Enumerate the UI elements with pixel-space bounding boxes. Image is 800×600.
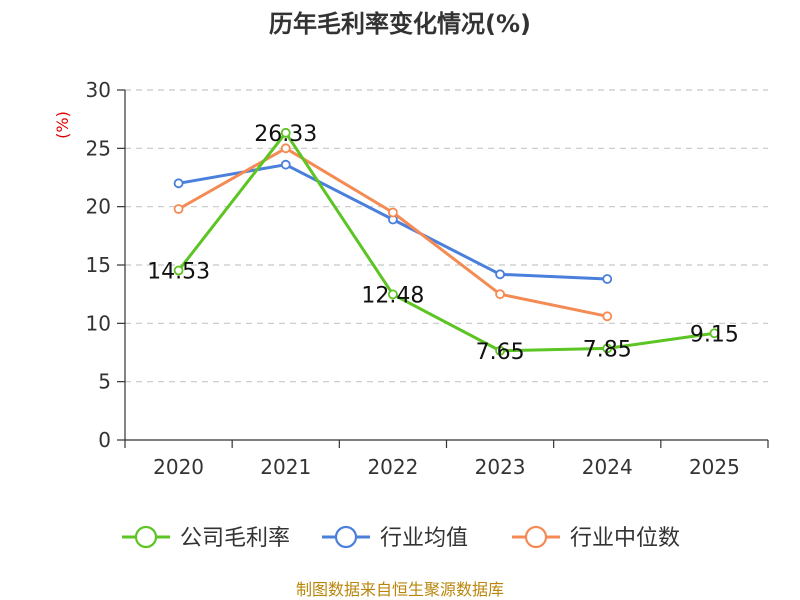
data-point[interactable] [602,311,613,322]
data-label: 7.65 [476,340,525,365]
data-point[interactable] [280,143,291,154]
data-point[interactable] [495,289,505,300]
series-lines [173,127,720,356]
data-point[interactable] [495,345,505,356]
data-point[interactable] [280,127,291,138]
data-point[interactable] [173,204,184,214]
x-tick-label: 2023 [475,455,526,479]
data-point[interactable] [602,343,613,354]
x-tick-label: 2020 [153,455,204,479]
data-point[interactable] [388,289,398,300]
series-company-margin [173,127,720,356]
legend-item[interactable]: 行业均值 [322,525,468,551]
y-tick-label: 30 [86,78,111,102]
legend-marker [334,525,358,549]
data-label: 12.48 [361,283,424,308]
data-label: 26.33 [254,122,317,147]
data-point[interactable] [388,207,398,218]
y-tick-label: 0 [98,428,111,452]
y-tick-label: 20 [86,195,111,219]
chart-title: 历年毛利率变化情况(%) [269,10,531,38]
series-industry-median [173,143,613,322]
y-tick-label: 5 [98,370,111,394]
y-tick-label: 10 [86,311,111,335]
legend-item[interactable]: 行业中位数 [512,525,680,551]
legend-marker [524,525,548,549]
legend-label: 行业均值 [380,526,468,551]
x-tick-label: 2024 [582,455,633,479]
data-point[interactable] [280,159,291,170]
data-label: 14.53 [147,259,210,284]
x-tick-label: 2021 [260,455,311,479]
y-tick-label: 25 [86,136,111,160]
legend-item[interactable]: 公司毛利率 [122,525,290,551]
data-point[interactable] [602,274,613,284]
data-point[interactable] [173,265,184,276]
data-labels: 14.53 26.33 12.48 7.65 7.85 9.15 [147,122,739,365]
legend-marker [134,525,158,549]
x-tick-label: 2025 [689,455,740,479]
data-label: 7.85 [583,337,632,362]
x-tick-label: 2022 [367,455,418,479]
series-industry-mean [173,159,613,284]
data-point[interactable] [709,328,720,339]
y-tick-label: 15 [86,253,111,277]
y-axis-label: (%) [53,111,72,139]
data-point[interactable] [495,269,505,280]
legend[interactable]: 公司毛利率 行业均值 行业中位数 [122,525,680,551]
data-point[interactable] [173,178,184,189]
source-note: 制图数据来自恒生聚源数据库 [296,580,504,599]
data-label: 9.15 [690,322,739,347]
series-line [177,131,715,353]
legend-label: 行业中位数 [570,526,680,551]
legend-label: 公司毛利率 [180,526,290,551]
